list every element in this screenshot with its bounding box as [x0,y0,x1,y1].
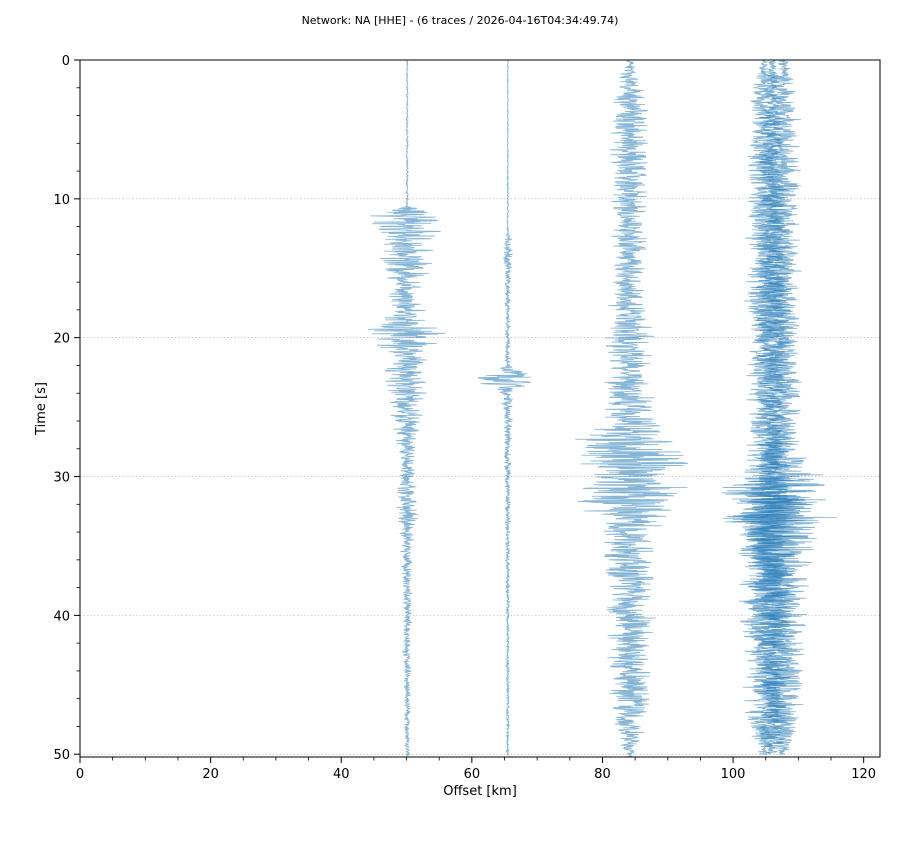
y-axis: 0 10 20 30 40 50 [53,54,80,763]
x-tick-label: 100 [721,767,746,782]
x-tick-label: 120 [851,767,876,782]
seismic-trace-5 [732,59,811,755]
traces [367,59,838,758]
y-tick-label: 30 [53,471,70,486]
y-tick-label: 50 [53,748,70,763]
x-tick-label: 60 [464,767,481,782]
seismic-trace-6 [721,59,838,755]
x-tick-label: 20 [202,767,219,782]
y-axis-title: Time [s] [34,382,49,436]
y-tick-label: 0 [62,54,70,69]
x-tick-label: 0 [76,767,84,782]
x-axis-title: Offset [km] [443,784,517,799]
x-tick-label: 40 [333,767,350,782]
y-tick-label: 10 [53,193,70,208]
plot-frame [79,59,881,758]
seismic-trace-3 [575,59,689,758]
y-tick-label: 20 [53,332,70,347]
x-tick-label: 80 [594,767,611,782]
x-axis: 0 20 40 60 80 100 120 [76,757,876,782]
seismic-trace-1 [367,59,445,757]
plot-area [79,59,881,758]
y-tick-label: 40 [53,609,70,624]
seismic-trace-2 [477,59,532,756]
plot-background [80,60,880,757]
figure-title: Network: NA [HHE] - (6 traces / 2026-04-… [302,14,619,27]
